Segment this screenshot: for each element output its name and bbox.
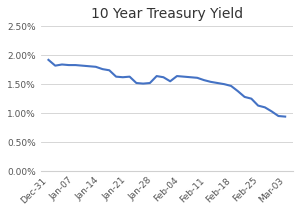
- Title: 10 Year Treasury Yield: 10 Year Treasury Yield: [91, 7, 243, 21]
